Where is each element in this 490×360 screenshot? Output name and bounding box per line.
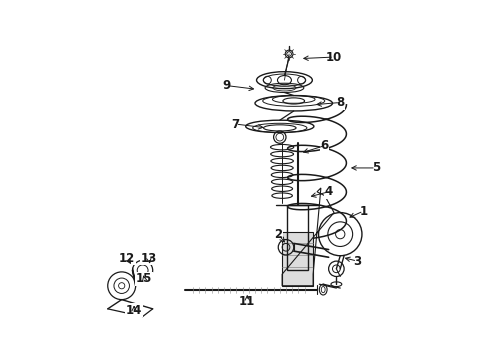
Text: 3: 3 xyxy=(353,255,361,267)
Text: 8: 8 xyxy=(336,96,344,109)
Text: 12: 12 xyxy=(119,252,135,265)
Text: 6: 6 xyxy=(320,139,329,152)
Bar xyxy=(287,205,309,270)
Text: 11: 11 xyxy=(239,294,255,308)
Text: 4: 4 xyxy=(324,185,333,198)
Text: 5: 5 xyxy=(372,161,380,175)
Text: 13: 13 xyxy=(141,252,157,265)
Text: 2: 2 xyxy=(274,228,282,240)
Text: 10: 10 xyxy=(326,50,342,64)
Bar xyxy=(282,232,313,286)
Text: 1: 1 xyxy=(360,204,368,217)
Text: 14: 14 xyxy=(126,304,142,317)
Text: 9: 9 xyxy=(222,79,230,92)
Text: 7: 7 xyxy=(232,118,240,131)
Text: 15: 15 xyxy=(136,272,152,285)
